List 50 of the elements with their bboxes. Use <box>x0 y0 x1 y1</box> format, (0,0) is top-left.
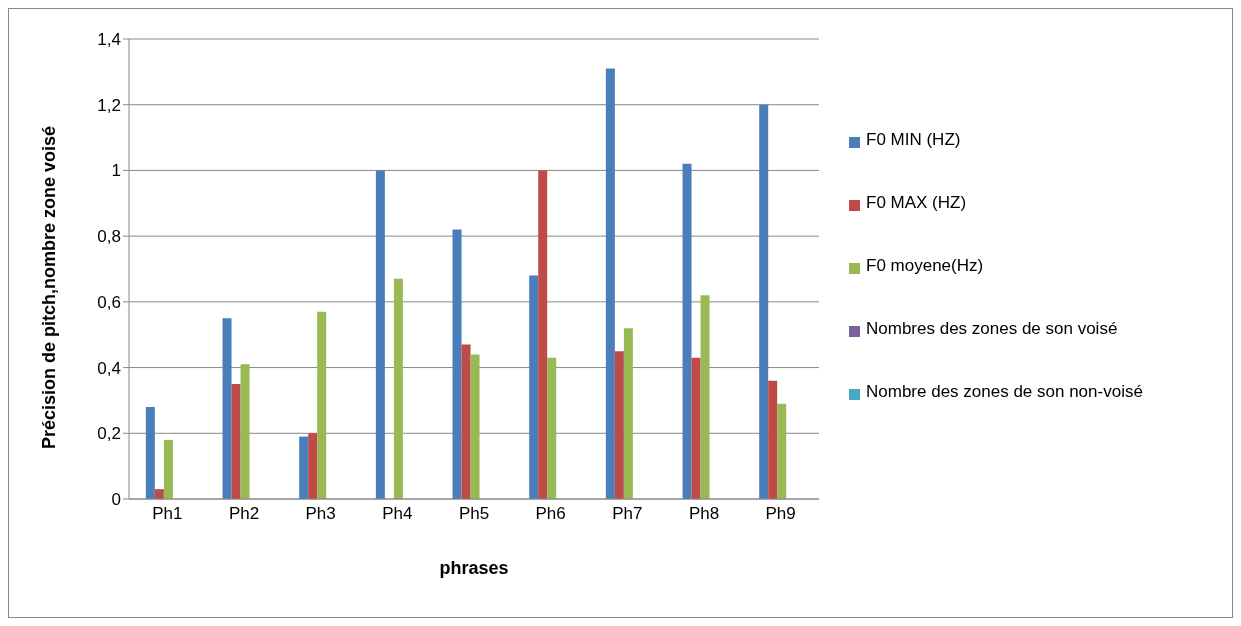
x-tick-label: Ph7 <box>612 504 643 524</box>
bar <box>145 407 155 499</box>
bar <box>623 328 633 499</box>
y-tick-label: 1,2 <box>97 95 121 115</box>
x-tick-label: Ph5 <box>458 504 490 524</box>
bar <box>614 351 624 499</box>
bar <box>682 163 692 499</box>
y-axis-title: Précision de pitch,nombre zone voisé <box>39 125 60 449</box>
bar <box>240 364 250 499</box>
bar <box>768 380 778 499</box>
y-tick-label: 0,4 <box>97 358 121 378</box>
legend-label: Nombre des zones de son non-voisé <box>866 381 1144 403</box>
bar <box>529 275 539 499</box>
x-axis-title: phrases <box>439 558 509 578</box>
y-tick-label: 1,4 <box>97 30 121 50</box>
y-tick-label: 0 <box>111 490 121 510</box>
y-tick-label: 0,8 <box>97 227 121 247</box>
x-tick-label: Ph3 <box>305 504 336 524</box>
bar <box>461 344 471 499</box>
y-tick-label: 1 <box>111 161 121 181</box>
x-tick-label: Ph6 <box>535 504 566 524</box>
y-tick-label: 0,6 <box>97 292 121 312</box>
bar <box>700 295 710 499</box>
legend-label: F0 MAX (HZ) <box>866 192 968 214</box>
bar <box>231 384 241 499</box>
x-tick-label: Ph1 <box>152 504 183 524</box>
x-tick-label: Ph4 <box>382 504 413 524</box>
bar <box>452 229 462 499</box>
bar <box>777 403 787 499</box>
y-tick-label: 0,2 <box>97 424 121 444</box>
bar <box>375 170 385 499</box>
bar <box>470 354 480 499</box>
bar <box>317 311 327 499</box>
bar <box>299 436 309 499</box>
legend-label: F0 MIN (HZ) <box>866 129 962 151</box>
bar <box>759 104 769 499</box>
bar <box>393 278 403 499</box>
x-tick-label: Ph9 <box>765 504 796 524</box>
bar <box>547 357 557 499</box>
bar <box>154 489 164 499</box>
bar <box>538 170 548 499</box>
bar <box>605 68 615 499</box>
bar <box>163 439 173 499</box>
bar <box>691 357 701 499</box>
legend-label: Nombres des zones de son voisé <box>866 318 1119 340</box>
legend-label: F0 moyene(Hz) <box>866 255 985 277</box>
bar <box>222 318 232 499</box>
x-tick-label: Ph2 <box>228 504 260 524</box>
bar <box>308 433 318 499</box>
x-tick-label: Ph8 <box>688 504 720 524</box>
